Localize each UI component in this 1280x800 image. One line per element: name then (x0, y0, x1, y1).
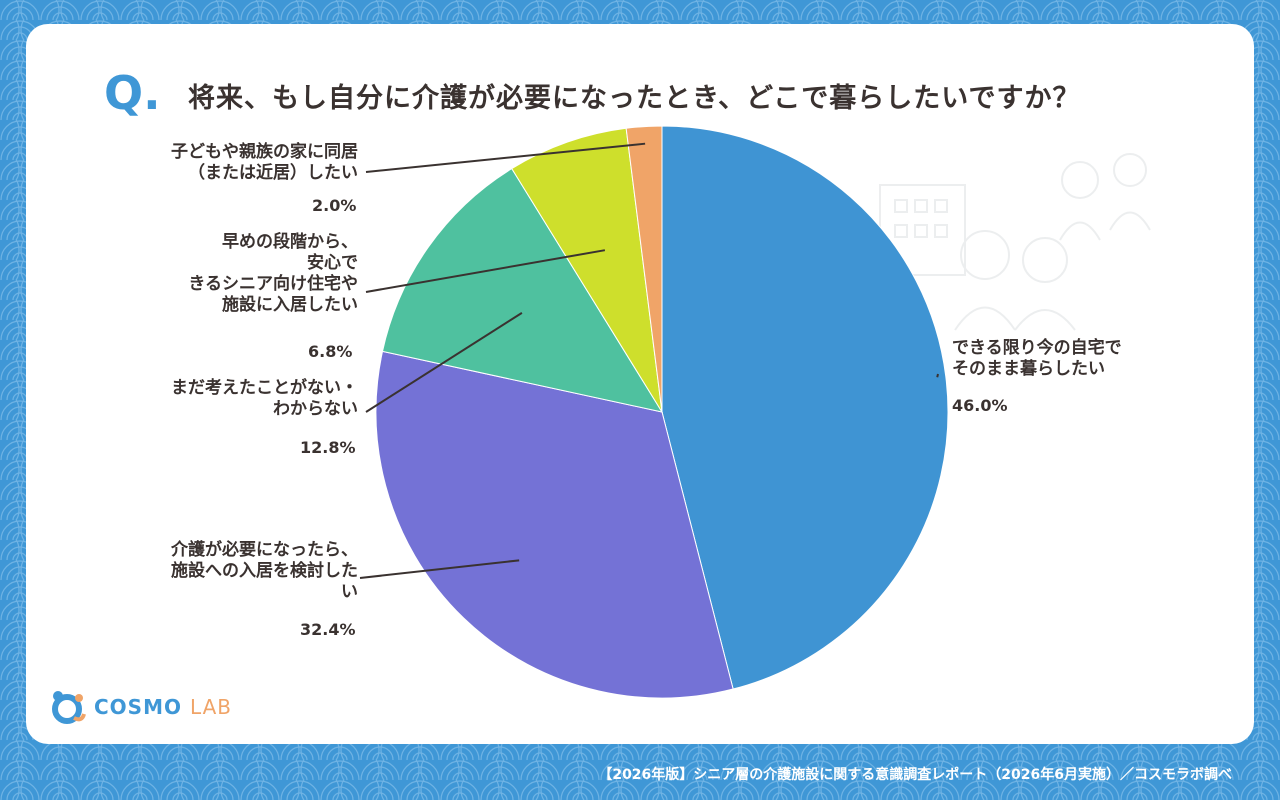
question-title: 将来、もし自分に介護が必要になったとき、どこで暮らしたいですか？ (188, 83, 1081, 114)
slice-value-undecided: 12.8% (300, 438, 356, 457)
pie-slice-undecided (381, 167, 664, 413)
question-mark: Q. (104, 66, 161, 120)
leader-line-undecided (365, 312, 523, 413)
slice-label-live-with-family: 子どもや親族の家に同居 （または近居）したい (171, 142, 358, 183)
cosmo-logo-icon (52, 691, 86, 724)
slice-label-undecided: まだ考えたことがない・ わからない (171, 378, 358, 419)
slice-label-early-senior-housing: 早めの段階から、 安心で きるシニア向け住宅や 施設に入居したい (188, 232, 358, 315)
leader-line-early-senior-housing (365, 249, 606, 293)
slice-label-home: できる限り今の自宅で そのまま暮らしたい (952, 338, 1122, 379)
slice-value-facility-when-needed: 32.4% (300, 620, 356, 639)
cosmo-lab-logo: COSMO LAB (48, 688, 232, 726)
pie-slice-early-senior-housing (511, 127, 663, 413)
leader-line-facility-when-needed (359, 559, 520, 579)
pie-slice-home (661, 125, 949, 690)
slice-value-live-with-family: 2.0% (312, 196, 357, 215)
source-footer: 【2026年版】シニア層の介護施設に関する意識調査レポート（2026年6月実施）… (598, 767, 1232, 783)
background-illustration (879, 153, 1151, 331)
logo-cosmo-text: COSMO (94, 695, 182, 719)
slice-value-home: 46.0% (952, 396, 1008, 415)
leader-line-home (936, 373, 939, 378)
pie-slice-facility-when-needed (375, 350, 734, 699)
slice-label-facility-when-needed: 介護が必要になったら、 施設への入居を検討した い (171, 540, 358, 602)
logo-lab-text: LAB (189, 695, 232, 719)
pie-slice-live-with-family (625, 125, 663, 413)
slice-value-early-senior-housing: 6.8% (308, 342, 353, 361)
leader-line-live-with-family (365, 142, 646, 173)
